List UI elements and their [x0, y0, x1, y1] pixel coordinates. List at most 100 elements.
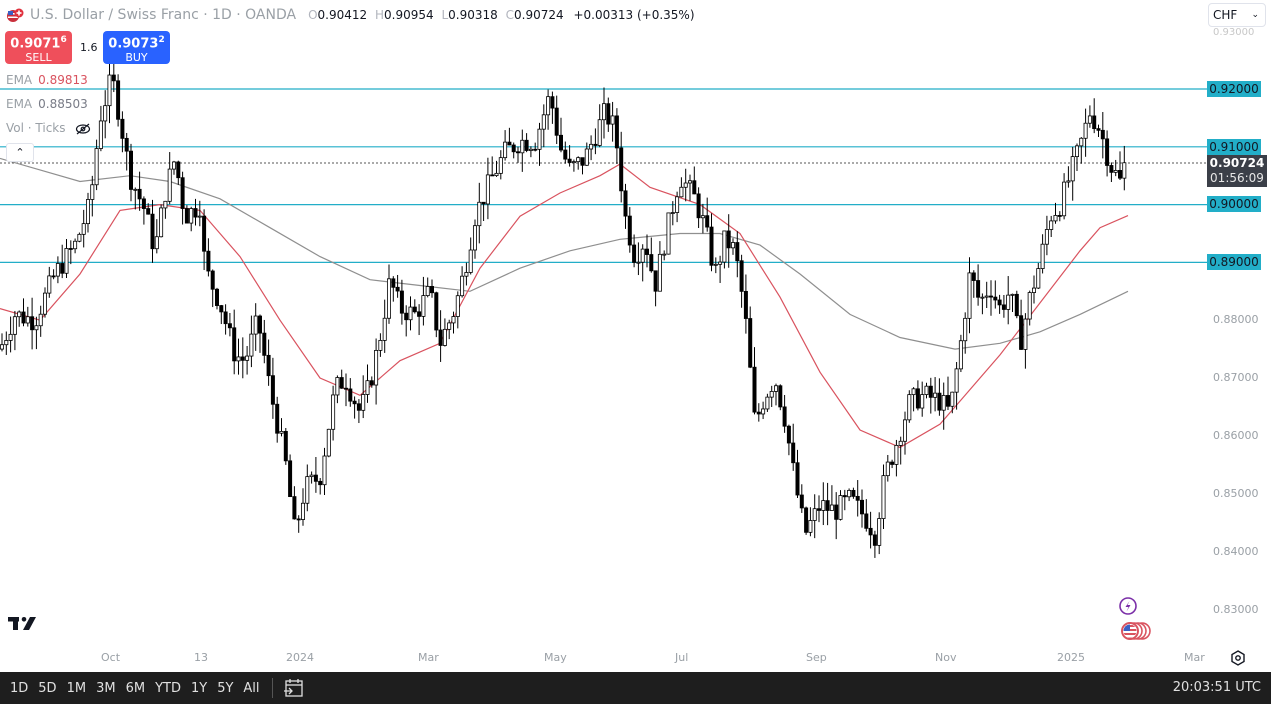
- range-button-3m[interactable]: 3M: [96, 680, 116, 696]
- bullish-candle: [365, 380, 370, 395]
- collapse-legend-button[interactable]: ⌃: [6, 143, 34, 162]
- bearish-candle: [989, 295, 994, 298]
- price-label: 0.88000: [1213, 313, 1259, 326]
- bullish-candle: [675, 196, 680, 213]
- currency-select[interactable]: CHF ⌄: [1208, 3, 1266, 27]
- hline-tag-091[interactable]: 0.91000: [1207, 139, 1261, 155]
- chart-settings-icon[interactable]: [1230, 650, 1246, 666]
- bullish-candle: [920, 394, 925, 409]
- range-button-5y[interactable]: 5Y: [217, 680, 234, 696]
- bullish-candle: [602, 103, 607, 121]
- bullish-candle: [442, 328, 447, 346]
- bearish-candle: [563, 149, 568, 160]
- indicator-name: EMA: [6, 97, 33, 111]
- bullish-candle: [1010, 293, 1015, 296]
- change-value: +0.00313 (+0.35%): [573, 8, 695, 22]
- bullish-candle: [43, 292, 48, 315]
- eye-hidden-icon[interactable]: [75, 123, 91, 135]
- range-button-ytd[interactable]: YTD: [155, 680, 181, 696]
- range-button-1y[interactable]: 1Y: [190, 680, 208, 696]
- economic-events-markers[interactable]: [1116, 597, 1152, 643]
- bullish-candle: [322, 455, 327, 486]
- bullish-candle: [683, 182, 688, 188]
- bearish-candle: [128, 150, 133, 190]
- hline-tag-092[interactable]: 0.92000: [1207, 81, 1261, 97]
- price-chart-canvas[interactable]: [0, 0, 1271, 672]
- bearish-candle: [343, 387, 348, 390]
- indicator-ema-slow[interactable]: EMA 0.88503: [6, 97, 88, 111]
- bearish-candle: [946, 395, 951, 407]
- indicator-value: 0.88503: [38, 97, 88, 111]
- bullish-candle: [761, 408, 766, 415]
- bullish-candle: [73, 240, 78, 250]
- bearish-candle: [202, 215, 207, 252]
- indicator-volume[interactable]: Vol · Ticks: [6, 121, 91, 135]
- bearish-candle: [1001, 304, 1006, 310]
- bullish-candle: [718, 261, 723, 265]
- bullish-candle: [12, 316, 17, 335]
- bullish-candle: [498, 157, 503, 174]
- bullish-candle: [911, 388, 916, 396]
- range-button-all[interactable]: All: [243, 680, 260, 696]
- bearish-candle: [150, 213, 155, 250]
- bullish-candle: [107, 74, 112, 107]
- range-button-6m[interactable]: 6M: [125, 680, 146, 696]
- bullish-candle: [374, 349, 379, 386]
- bearish-candle: [593, 143, 598, 146]
- bearish-candle: [146, 208, 151, 215]
- bullish-candle: [1079, 137, 1084, 147]
- bullish-candle: [657, 253, 662, 292]
- bullish-candle: [584, 148, 589, 166]
- range-button-1d[interactable]: 1D: [10, 680, 29, 696]
- bearish-candle: [627, 215, 632, 246]
- chevron-down-icon: ⌄: [1251, 10, 1259, 20]
- ema-fast-line: [0, 163, 1129, 449]
- bearish-candle: [369, 380, 374, 386]
- bullish-candle: [326, 428, 331, 457]
- bullish-candle: [38, 313, 43, 327]
- range-button-1m[interactable]: 1M: [66, 680, 87, 696]
- bearish-candle: [429, 286, 434, 294]
- bearish-candle: [645, 248, 650, 255]
- bullish-candle: [958, 340, 963, 370]
- bullish-candle: [197, 215, 202, 218]
- bearish-candle: [915, 388, 920, 409]
- range-buttons: 1D 5D 1M 3M 6M YTD 1Y 5Y All: [0, 681, 260, 696]
- bullish-candle: [1075, 145, 1080, 158]
- bearish-candle: [391, 278, 396, 288]
- indicator-ema-fast[interactable]: EMA 0.89813: [6, 73, 88, 87]
- bearish-candle: [692, 180, 697, 195]
- bullish-candle: [94, 148, 99, 186]
- tradingview-logo-icon[interactable]: [8, 614, 40, 632]
- bullish-candle: [537, 128, 542, 150]
- bearish-candle: [696, 193, 701, 219]
- bearish-candle: [180, 177, 185, 209]
- bullish-candle: [421, 295, 426, 317]
- bearish-candle: [60, 263, 65, 274]
- bearish-candle: [817, 508, 822, 511]
- bullish-candle: [460, 275, 465, 297]
- range-button-5d[interactable]: 5D: [38, 680, 57, 696]
- bearish-candle: [778, 385, 783, 408]
- utc-clock[interactable]: 20:03:51 UTC: [1172, 680, 1261, 695]
- buy-button[interactable]: 0.90732 BUY: [103, 31, 170, 64]
- bullish-candle: [1032, 287, 1037, 293]
- bearish-candle: [705, 215, 710, 228]
- bearish-candle: [1014, 293, 1019, 317]
- bullish-candle: [451, 316, 456, 324]
- us-flag-event-icon: [1123, 624, 1137, 638]
- bearish-candle: [219, 305, 224, 313]
- hline-tag-089[interactable]: 0.89000: [1207, 254, 1261, 270]
- symbol-legend[interactable]: U.S. Dollar / Swiss Franc · 1D · OANDA O…: [6, 5, 695, 25]
- bearish-candle: [735, 242, 740, 262]
- bullish-candle: [769, 391, 774, 398]
- bearish-candle: [1100, 129, 1105, 140]
- go-to-date-icon[interactable]: [283, 678, 305, 698]
- bullish-candle: [984, 295, 989, 298]
- bullish-candle: [425, 286, 430, 297]
- hline-tag-090[interactable]: 0.90000: [1207, 196, 1261, 212]
- time-axis-label: Jul: [675, 651, 689, 664]
- bullish-candle: [25, 316, 30, 324]
- bullish-candle: [898, 440, 903, 446]
- sell-button[interactable]: 0.90716 SELL: [5, 31, 72, 64]
